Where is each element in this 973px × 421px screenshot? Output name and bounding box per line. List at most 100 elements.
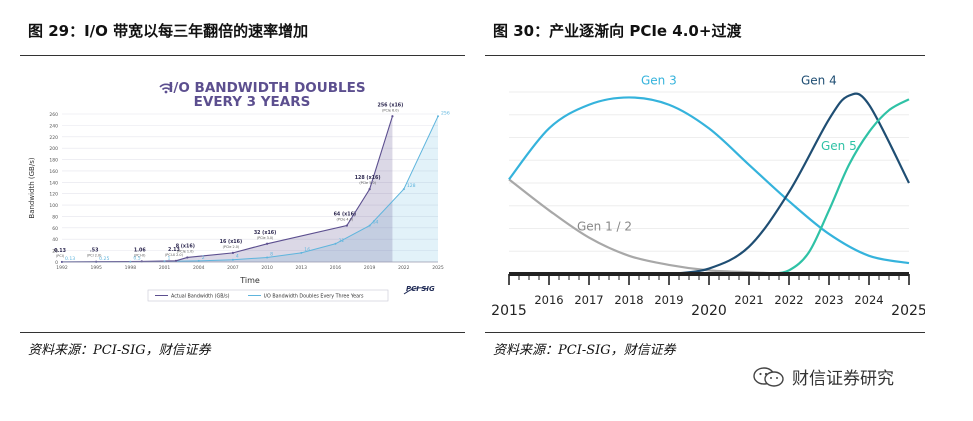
actual-point	[231, 251, 235, 254]
x-tick-label: 2010	[261, 265, 273, 271]
doubles-data-label: 64	[373, 220, 379, 226]
x-tick-label: 2021	[734, 293, 763, 307]
watermark-text: 财信证券研究	[792, 369, 894, 389]
x-tick-label: 2017	[574, 293, 603, 307]
series-label-gen-3: Gen 3	[641, 74, 677, 88]
y-tick-label: 40	[52, 237, 58, 243]
actual-data-label: 256 (x16)	[378, 102, 404, 108]
x-tick-label: 2020	[691, 303, 727, 319]
actual-data-sublabel: (PCIe 2.0)	[223, 245, 240, 249]
actual-area	[62, 116, 393, 263]
doubles-data-label: 32	[338, 238, 344, 244]
x-axis-label: Time	[239, 276, 260, 285]
y-tick-label: 20	[52, 249, 58, 255]
x-tick-label: 2025	[432, 265, 444, 271]
svg-text:PCI SIG: PCI SIG	[406, 285, 435, 293]
actual-data-sublabel: (PCI 2.0)	[87, 254, 102, 258]
actual-point	[368, 188, 371, 191]
x-tick-label: 2022	[398, 265, 410, 271]
x-tick-label: 2023	[814, 293, 843, 307]
y-tick-label: 140	[49, 180, 58, 186]
y-axis-label: Bandwidth (GB/s)	[28, 157, 36, 218]
actual-point	[186, 256, 189, 259]
doubles-data-label: 0.5	[133, 256, 140, 262]
y-tick-label: 240	[49, 123, 58, 129]
doubles-point	[266, 256, 269, 259]
series-gen-1-2	[508, 178, 790, 276]
series-label-gen-4: Gen 4	[801, 74, 837, 88]
actual-data-label: .53	[90, 248, 99, 254]
doubles-data-label: 256	[441, 110, 450, 116]
x-tick-label: 2007	[227, 265, 239, 271]
figure-30-title: 图 30：产业逐渐向 PCIe 4.0+过渡	[493, 22, 742, 40]
doubles-point	[231, 258, 234, 261]
doubles-data-label: 16	[304, 247, 310, 253]
actual-point	[345, 224, 348, 227]
doubles-point	[197, 259, 200, 262]
figure-29-panel: 图 29：I/O 带宽以每三年翻倍的速率增加 0.13 0.25 0.5 1 2 4 8 16…	[20, 0, 465, 360]
pcie-generation-chart: Gen 1 / 2 Gen 3 Gen 4 Gen 5 2015 2016 2017 201…	[491, 74, 925, 319]
pci-sig-logo: PCI SIG	[403, 285, 435, 295]
y-tick-label: 220	[49, 135, 58, 141]
x-tick-label: 1992	[56, 265, 68, 271]
doubles-point	[334, 242, 337, 245]
actual-data-sublabel: (PCIe 1.0)	[177, 249, 194, 253]
actual-data-sublabel: (PCIe 6.0)	[382, 108, 399, 112]
figure-29-top-rule	[20, 55, 465, 56]
series-gen-4	[668, 92, 910, 276]
doubles-data-label: 0.25	[99, 256, 109, 262]
wifi-icon	[159, 83, 173, 94]
chart-title: I/O BANDWIDTH DOUBLES	[168, 80, 365, 96]
wechat-icon	[753, 366, 784, 387]
bandwidth-chart: 0.13 0.25 0.5 1 2 4 81632641282560.13(PCI).53(…	[28, 80, 450, 302]
legend-label-doubles: I/O Bandwidth Doubles Every Three Years	[264, 293, 364, 299]
actual-point	[391, 115, 394, 118]
figure-30-top-rule	[485, 55, 925, 56]
legend-label-actual: Actual Bandwidth (GB/s)	[171, 293, 230, 299]
actual-data-sublabel: (PCI)	[56, 254, 65, 258]
x-tick-label: 1995	[90, 265, 102, 271]
series-gen-3	[508, 96, 910, 265]
figure-29-title: 图 29：I/O 带宽以每三年翻倍的速率增加	[28, 22, 309, 40]
actual-data-label: 2.13	[168, 247, 180, 253]
actual-point	[174, 259, 178, 262]
y-tick-label: 260	[49, 112, 58, 118]
doubles-point	[300, 251, 303, 254]
actual-point	[265, 242, 269, 245]
y-tick-label: 160	[49, 169, 58, 175]
y-tick-label: 100	[49, 203, 58, 209]
actual-data-label: 0.13	[54, 248, 66, 254]
watermark: 财信证券研究	[752, 364, 894, 389]
x-tick-label: 2013	[296, 265, 308, 271]
doubles-point	[368, 224, 371, 227]
actual-data-sublabel: (PCIe 3.0)	[257, 236, 274, 240]
doubles-point	[402, 188, 405, 191]
figure-30-bottom-rule	[485, 332, 925, 333]
figure-29-source: 资料来源：PCI-SIG，财信证券	[28, 343, 211, 358]
y-tick-label: 180	[49, 158, 58, 164]
y-tick-label: 60	[52, 226, 58, 232]
x-tick-label: 2022	[774, 293, 803, 307]
x-tick-label: 2019	[654, 293, 683, 307]
actual-data-sublabel: (PCIe 5.0)	[359, 181, 376, 185]
series-label-gen-5: Gen 5	[821, 139, 857, 153]
actual-data-label: 16 (x16)	[220, 239, 243, 245]
doubles-data-label: 0.13	[65, 256, 75, 262]
doubles-point	[437, 115, 439, 118]
x-tick-label: 2018	[614, 293, 643, 307]
x-tick-label: 2015	[491, 303, 527, 319]
doubles-data-label: 4	[236, 254, 239, 260]
x-tick-label: 2025	[891, 303, 925, 319]
actual-data-label: 32 (x16)	[254, 230, 277, 236]
actual-series-line	[61, 116, 393, 263]
y-tick-label: 120	[49, 192, 58, 198]
doubles-area	[62, 116, 438, 263]
x-tick-label: 2001	[159, 265, 171, 271]
doubles-data-label: 128	[407, 183, 416, 189]
actual-data-label: 128 (x16)	[355, 175, 381, 181]
series-gen-5	[768, 98, 910, 276]
y-tick-label: 80	[52, 214, 58, 220]
actual-data-label: 64 (x16)	[334, 212, 357, 218]
doubles-data-label: 8	[270, 251, 273, 257]
series-label-gen-1-2: Gen 1 / 2	[577, 219, 632, 233]
